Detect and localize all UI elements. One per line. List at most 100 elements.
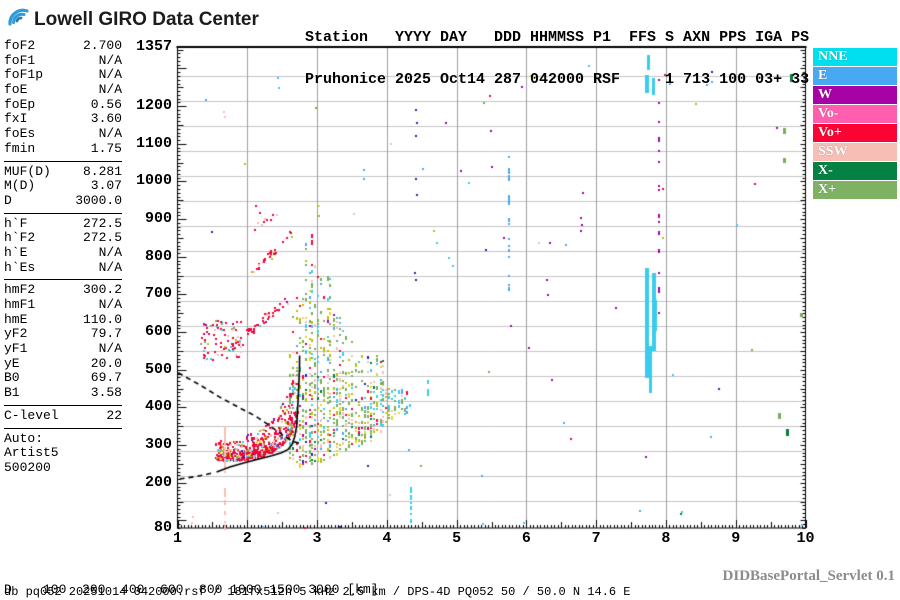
x-tick-label: 6: [521, 530, 531, 547]
parameter-label: C-level: [4, 407, 59, 423]
parameter-row: foE N/A: [4, 82, 122, 98]
parameter-row: yF1 N/A: [4, 341, 122, 357]
y-tick-label: 1000: [135, 172, 172, 190]
parameter-label: foEp: [4, 96, 36, 112]
legend-item-ssw: SSW: [813, 143, 897, 161]
parameter-label: fxI: [4, 111, 28, 127]
parameter-value: 1.75: [90, 140, 122, 156]
parameter-row: MUF(D) 8.281: [4, 163, 122, 180]
parameter-value: N/A: [98, 244, 122, 260]
y-tick-label: 1200: [135, 97, 172, 115]
parameter-row: foF1p N/A: [4, 68, 122, 83]
parameter-row: foF1 N/A: [4, 52, 122, 69]
legend-item-vo: Vo-: [813, 105, 897, 123]
divider: [4, 427, 122, 429]
parameter-row: hmF1 N/A: [4, 297, 122, 313]
parameter-value: N/A: [98, 259, 122, 275]
parameter-row: B0 69.7: [4, 371, 122, 386]
divider: [4, 404, 122, 406]
y-tick-label: 600: [144, 323, 172, 341]
legend-item-x: X-: [813, 162, 897, 180]
parameter-value: N/A: [98, 297, 122, 312]
parameter-row: foEp 0.56: [4, 96, 122, 113]
autoscaler-text: Auto:: [4, 430, 44, 446]
x-tick-label: 5: [452, 530, 462, 547]
status-line: db pq052 20251014 042000.rsf / 181fx512h…: [4, 585, 631, 599]
parameter-value: 3.58: [90, 385, 122, 401]
y-tick-label: 1357: [135, 38, 172, 55]
parameter-value: 110.0: [82, 311, 122, 327]
parameter-row: fmin 1.75: [4, 140, 122, 157]
parameter-value: N/A: [98, 67, 122, 83]
parameter-label: yF1: [4, 341, 28, 357]
parameter-label: foF1: [4, 52, 36, 68]
y-tick-label: 700: [144, 285, 172, 303]
x-tick-label: 1: [172, 530, 182, 547]
parameter-label: hmE: [4, 311, 28, 327]
parameter-row: h`F2 272.5: [4, 231, 122, 246]
servlet-version: DIDBasePortal_Servlet 0.1: [722, 568, 895, 584]
parameter-label: M(D): [4, 178, 36, 194]
parameter-row: h`Es N/A: [4, 259, 122, 276]
autoscaler-text: 500200: [4, 459, 51, 475]
parameter-label: MUF(D): [4, 163, 51, 179]
parameter-label: yF2: [4, 326, 28, 342]
station-value-row: Pruhonice 2025 Oct14 287 042000 RSF 1 71…: [305, 71, 810, 88]
parameter-row: hmF2 300.2: [4, 283, 122, 298]
parameter-label: h`E: [4, 244, 28, 260]
parameter-label: h`Es: [4, 259, 36, 275]
parameter-row: B1 3.58: [4, 385, 122, 401]
x-tick-label: 9: [731, 530, 741, 547]
autoscaler-text: Artist5: [4, 445, 59, 461]
parameter-value: N/A: [98, 82, 122, 98]
distance-row: D 100 200 400 600 800 1000 1500 3000 [km…: [4, 582, 379, 597]
x-tick-label: 2: [242, 530, 252, 547]
divider: [4, 279, 122, 281]
divider: [4, 212, 122, 214]
parameter-value: N/A: [98, 341, 122, 357]
legend-item-x: X+: [813, 181, 897, 199]
parameter-row: yF2 79.7: [4, 327, 122, 342]
y-tick-label: 400: [144, 398, 172, 416]
parameter-label: foEs: [4, 126, 36, 142]
parameter-value: 2.700: [82, 38, 122, 53]
parameter-row: C-level 22: [4, 407, 122, 424]
parameter-value: 272.5: [82, 215, 122, 231]
parameter-value: 3000.0: [75, 192, 122, 208]
parameter-row: h`E N/A: [4, 244, 122, 261]
parameter-value: 20.0: [90, 355, 122, 371]
parameter-value: 69.7: [90, 370, 122, 386]
legend-item-nne: NNE: [813, 48, 897, 66]
parameter-value: N/A: [98, 52, 122, 68]
x-tick-label: 4: [382, 530, 392, 547]
parameter-value: 22: [106, 407, 122, 423]
parameter-panel: foF2 2.700 foF1 N/A foF1p N/A foE N/A foEp 0.56 fx…: [4, 38, 122, 476]
x-tick-label: 8: [661, 530, 671, 547]
station-header-row: Station YYYY DAY DDD HHMMSS P1 FFS S AXN…: [305, 29, 810, 46]
parameter-label: hmF2: [4, 282, 36, 298]
parameter-label: fmin: [4, 140, 36, 156]
parameter-label: D: [4, 192, 12, 208]
parameter-label: foE: [4, 82, 28, 98]
legend-item-w: W: [813, 86, 897, 104]
y-tick-label: 200: [144, 473, 172, 491]
parameter-label: B1: [4, 385, 20, 401]
legend-item-vo: Vo+: [813, 124, 897, 142]
autoscaler-line: Artist5: [4, 445, 122, 461]
parameter-label: h`F: [4, 215, 28, 231]
y-tick-label: 800: [144, 247, 172, 265]
parameter-value: 79.7: [90, 326, 122, 342]
parameter-value: 272.5: [82, 230, 122, 246]
parameter-label: hmF1: [4, 297, 36, 312]
parameter-value: 8.281: [82, 163, 122, 179]
autoscaler-line: 500200: [4, 459, 122, 476]
parameter-value: 3.07: [90, 178, 122, 194]
parameter-value: 0.56: [90, 96, 122, 112]
y-tick-label: 900: [144, 210, 172, 228]
parameter-row: M(D) 3.07: [4, 178, 122, 194]
parameter-label: foF2: [4, 38, 36, 53]
parameter-label: foF1p: [4, 67, 44, 83]
x-tick-label: 7: [591, 530, 601, 547]
